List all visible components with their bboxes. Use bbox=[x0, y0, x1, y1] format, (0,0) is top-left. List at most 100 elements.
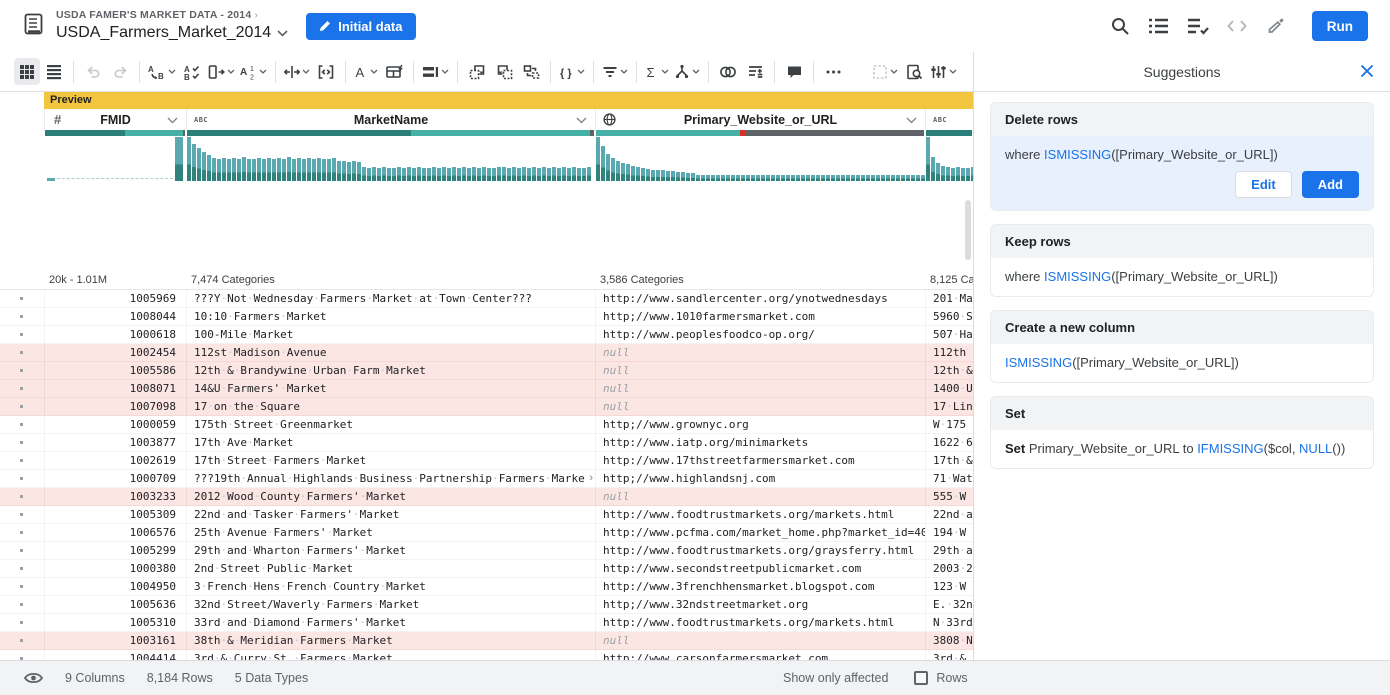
cell-fmid[interactable]: 1004950 bbox=[44, 578, 186, 595]
histogram-bar[interactable] bbox=[437, 167, 441, 181]
cell-clipped[interactable]: 2003·2 bbox=[925, 560, 973, 577]
dataset-title[interactable]: USDA_Farmers_Market_2014 bbox=[56, 24, 288, 42]
row-marker[interactable] bbox=[0, 488, 44, 505]
histogram-bar[interactable] bbox=[377, 167, 381, 181]
search-icon[interactable] bbox=[1109, 15, 1131, 37]
histogram-bar[interactable] bbox=[706, 174, 710, 181]
row-marker[interactable] bbox=[0, 290, 44, 307]
row-marker[interactable] bbox=[0, 614, 44, 631]
quality-bar[interactable] bbox=[186, 130, 595, 136]
eye-icon[interactable] bbox=[24, 671, 43, 685]
table-row[interactable]: 1000709 ???19th·Annual·Highlands·Business… bbox=[0, 470, 973, 488]
histogram-bar[interactable] bbox=[587, 167, 591, 181]
cell-clipped[interactable]: 12th·& bbox=[925, 362, 973, 379]
quality-segment-missing_gray[interactable] bbox=[182, 130, 185, 136]
rows-checkbox[interactable] bbox=[914, 671, 929, 685]
column-histogram[interactable] bbox=[595, 136, 925, 182]
cell-clipped[interactable]: 17th·& bbox=[925, 452, 973, 469]
histogram-bar[interactable] bbox=[557, 167, 561, 181]
unpivot-button[interactable] bbox=[491, 58, 517, 85]
histogram-bar[interactable] bbox=[916, 174, 920, 181]
histogram-bar[interactable] bbox=[901, 175, 905, 181]
histogram-bar[interactable] bbox=[921, 175, 925, 181]
histogram-bar[interactable] bbox=[322, 159, 326, 181]
column-histogram[interactable] bbox=[44, 136, 186, 182]
table-row[interactable]: 1005586 12th·&·Brandywine·Urban·Farm·Mark… bbox=[0, 362, 973, 380]
histogram-bar[interactable] bbox=[562, 166, 566, 181]
histogram-bar[interactable] bbox=[47, 177, 55, 181]
cell-marketname[interactable]: 22nd·and·Tasker·Farmers'·Market bbox=[186, 506, 595, 523]
histogram-bar[interactable] bbox=[387, 167, 391, 181]
histogram-bar[interactable] bbox=[237, 159, 241, 181]
histogram-bar[interactable] bbox=[906, 174, 910, 181]
column-header-MarketName[interactable]: ABC MarketName bbox=[186, 109, 595, 130]
histogram-bar[interactable] bbox=[881, 174, 885, 181]
histogram-bar[interactable] bbox=[596, 137, 600, 181]
histogram-bar[interactable] bbox=[277, 158, 281, 181]
row-marker[interactable] bbox=[0, 344, 44, 361]
quality-segment-teal_dark[interactable] bbox=[926, 130, 972, 136]
row-marker[interactable] bbox=[0, 560, 44, 577]
histogram-bar[interactable] bbox=[681, 172, 685, 181]
histogram-bar[interactable] bbox=[831, 175, 835, 181]
histogram-bar[interactable] bbox=[242, 157, 246, 181]
histogram-bar[interactable] bbox=[731, 175, 735, 181]
histogram-bar[interactable] bbox=[267, 157, 271, 181]
histogram-bar[interactable] bbox=[467, 167, 471, 181]
histogram-bar[interactable] bbox=[232, 158, 236, 181]
histogram-bar[interactable] bbox=[826, 174, 830, 181]
histogram-bar[interactable] bbox=[616, 160, 620, 181]
histogram-bar[interactable] bbox=[746, 175, 750, 181]
cell-fmid[interactable]: 1000709 bbox=[44, 470, 186, 487]
histogram-bar[interactable] bbox=[187, 137, 191, 181]
suggestion-card[interactable]: Keep rows where ISMISSING([Primary_Websit… bbox=[990, 224, 1374, 297]
suggestion-card[interactable]: Set Set Primary_Website_or_URL to IFMISSI… bbox=[990, 396, 1374, 469]
histogram-bar[interactable] bbox=[606, 153, 610, 181]
histogram-bar[interactable] bbox=[342, 161, 346, 181]
histogram-bar[interactable] bbox=[517, 167, 521, 181]
table-row[interactable]: 1007098 17·on·the·Square null 17·Lin bbox=[0, 398, 973, 416]
histogram-bar[interactable] bbox=[846, 175, 850, 181]
histogram-bar[interactable] bbox=[427, 167, 431, 181]
histogram-bar[interactable] bbox=[601, 145, 605, 181]
histogram-bar[interactable] bbox=[397, 167, 401, 181]
transpose-button[interactable] bbox=[518, 58, 544, 85]
histogram-bar[interactable] bbox=[522, 167, 526, 181]
row-marker[interactable] bbox=[0, 542, 44, 559]
cell-clipped[interactable]: 201·Ma bbox=[925, 290, 973, 307]
histogram-bar[interactable] bbox=[477, 167, 481, 181]
histogram-bar[interactable] bbox=[866, 175, 870, 181]
cell-website-url[interactable]: http://www.sandlercenter.org/ynotwednesd… bbox=[595, 290, 925, 307]
view-settings-button[interactable] bbox=[928, 58, 959, 85]
histogram-bar[interactable] bbox=[891, 174, 895, 181]
histogram-bar[interactable] bbox=[661, 170, 665, 181]
histogram-bar[interactable] bbox=[212, 158, 216, 181]
cell-clipped[interactable]: 22nd·a bbox=[925, 506, 973, 523]
cell-marketname[interactable]: 175th·Street·Greenmarket bbox=[186, 416, 595, 433]
table-row[interactable]: 1004950 3·French·Hens·French·Country·Mark… bbox=[0, 578, 973, 596]
cell-clipped[interactable]: 1400·U bbox=[925, 380, 973, 397]
cell-website-url[interactable]: null bbox=[595, 488, 925, 505]
table-row[interactable]: 1004414 3rd·&·Curry·St.·Farmers·Market htt… bbox=[0, 650, 973, 660]
row-marker[interactable] bbox=[0, 362, 44, 379]
suggestion-card[interactable]: Create a new column ISMISSING([Primary_We… bbox=[990, 310, 1374, 383]
histogram-bar[interactable] bbox=[362, 167, 366, 181]
histogram-bar[interactable] bbox=[961, 167, 965, 181]
histogram-bar[interactable] bbox=[726, 174, 730, 181]
cell-fmid[interactable]: 1007098 bbox=[44, 398, 186, 415]
column-histogram[interactable] bbox=[186, 136, 595, 182]
cell-fmid[interactable]: 1004414 bbox=[44, 650, 186, 660]
table-row[interactable]: 1008044 10:10·Farmers·Market http;//www.10… bbox=[0, 308, 973, 326]
histogram-bar[interactable] bbox=[666, 170, 670, 181]
table-row[interactable]: 1000618 100-Mile·Market http://www.peoples… bbox=[0, 326, 973, 344]
close-icon[interactable] bbox=[1360, 64, 1374, 78]
histogram-bar[interactable] bbox=[537, 167, 541, 181]
cell-fmid[interactable]: 1003233 bbox=[44, 488, 186, 505]
row-marker[interactable] bbox=[0, 596, 44, 613]
column-header-Primary_Website_or_URL[interactable]: Primary_Website_or_URL bbox=[595, 109, 925, 130]
add-button[interactable]: Add bbox=[1301, 171, 1359, 198]
table-row[interactable]: 1005299 29th·and·Wharton·Farmers'·Market h… bbox=[0, 542, 973, 560]
cell-fmid[interactable]: 1006576 bbox=[44, 524, 186, 541]
histogram-bar[interactable] bbox=[307, 157, 311, 181]
histogram-bar[interactable] bbox=[756, 175, 760, 181]
